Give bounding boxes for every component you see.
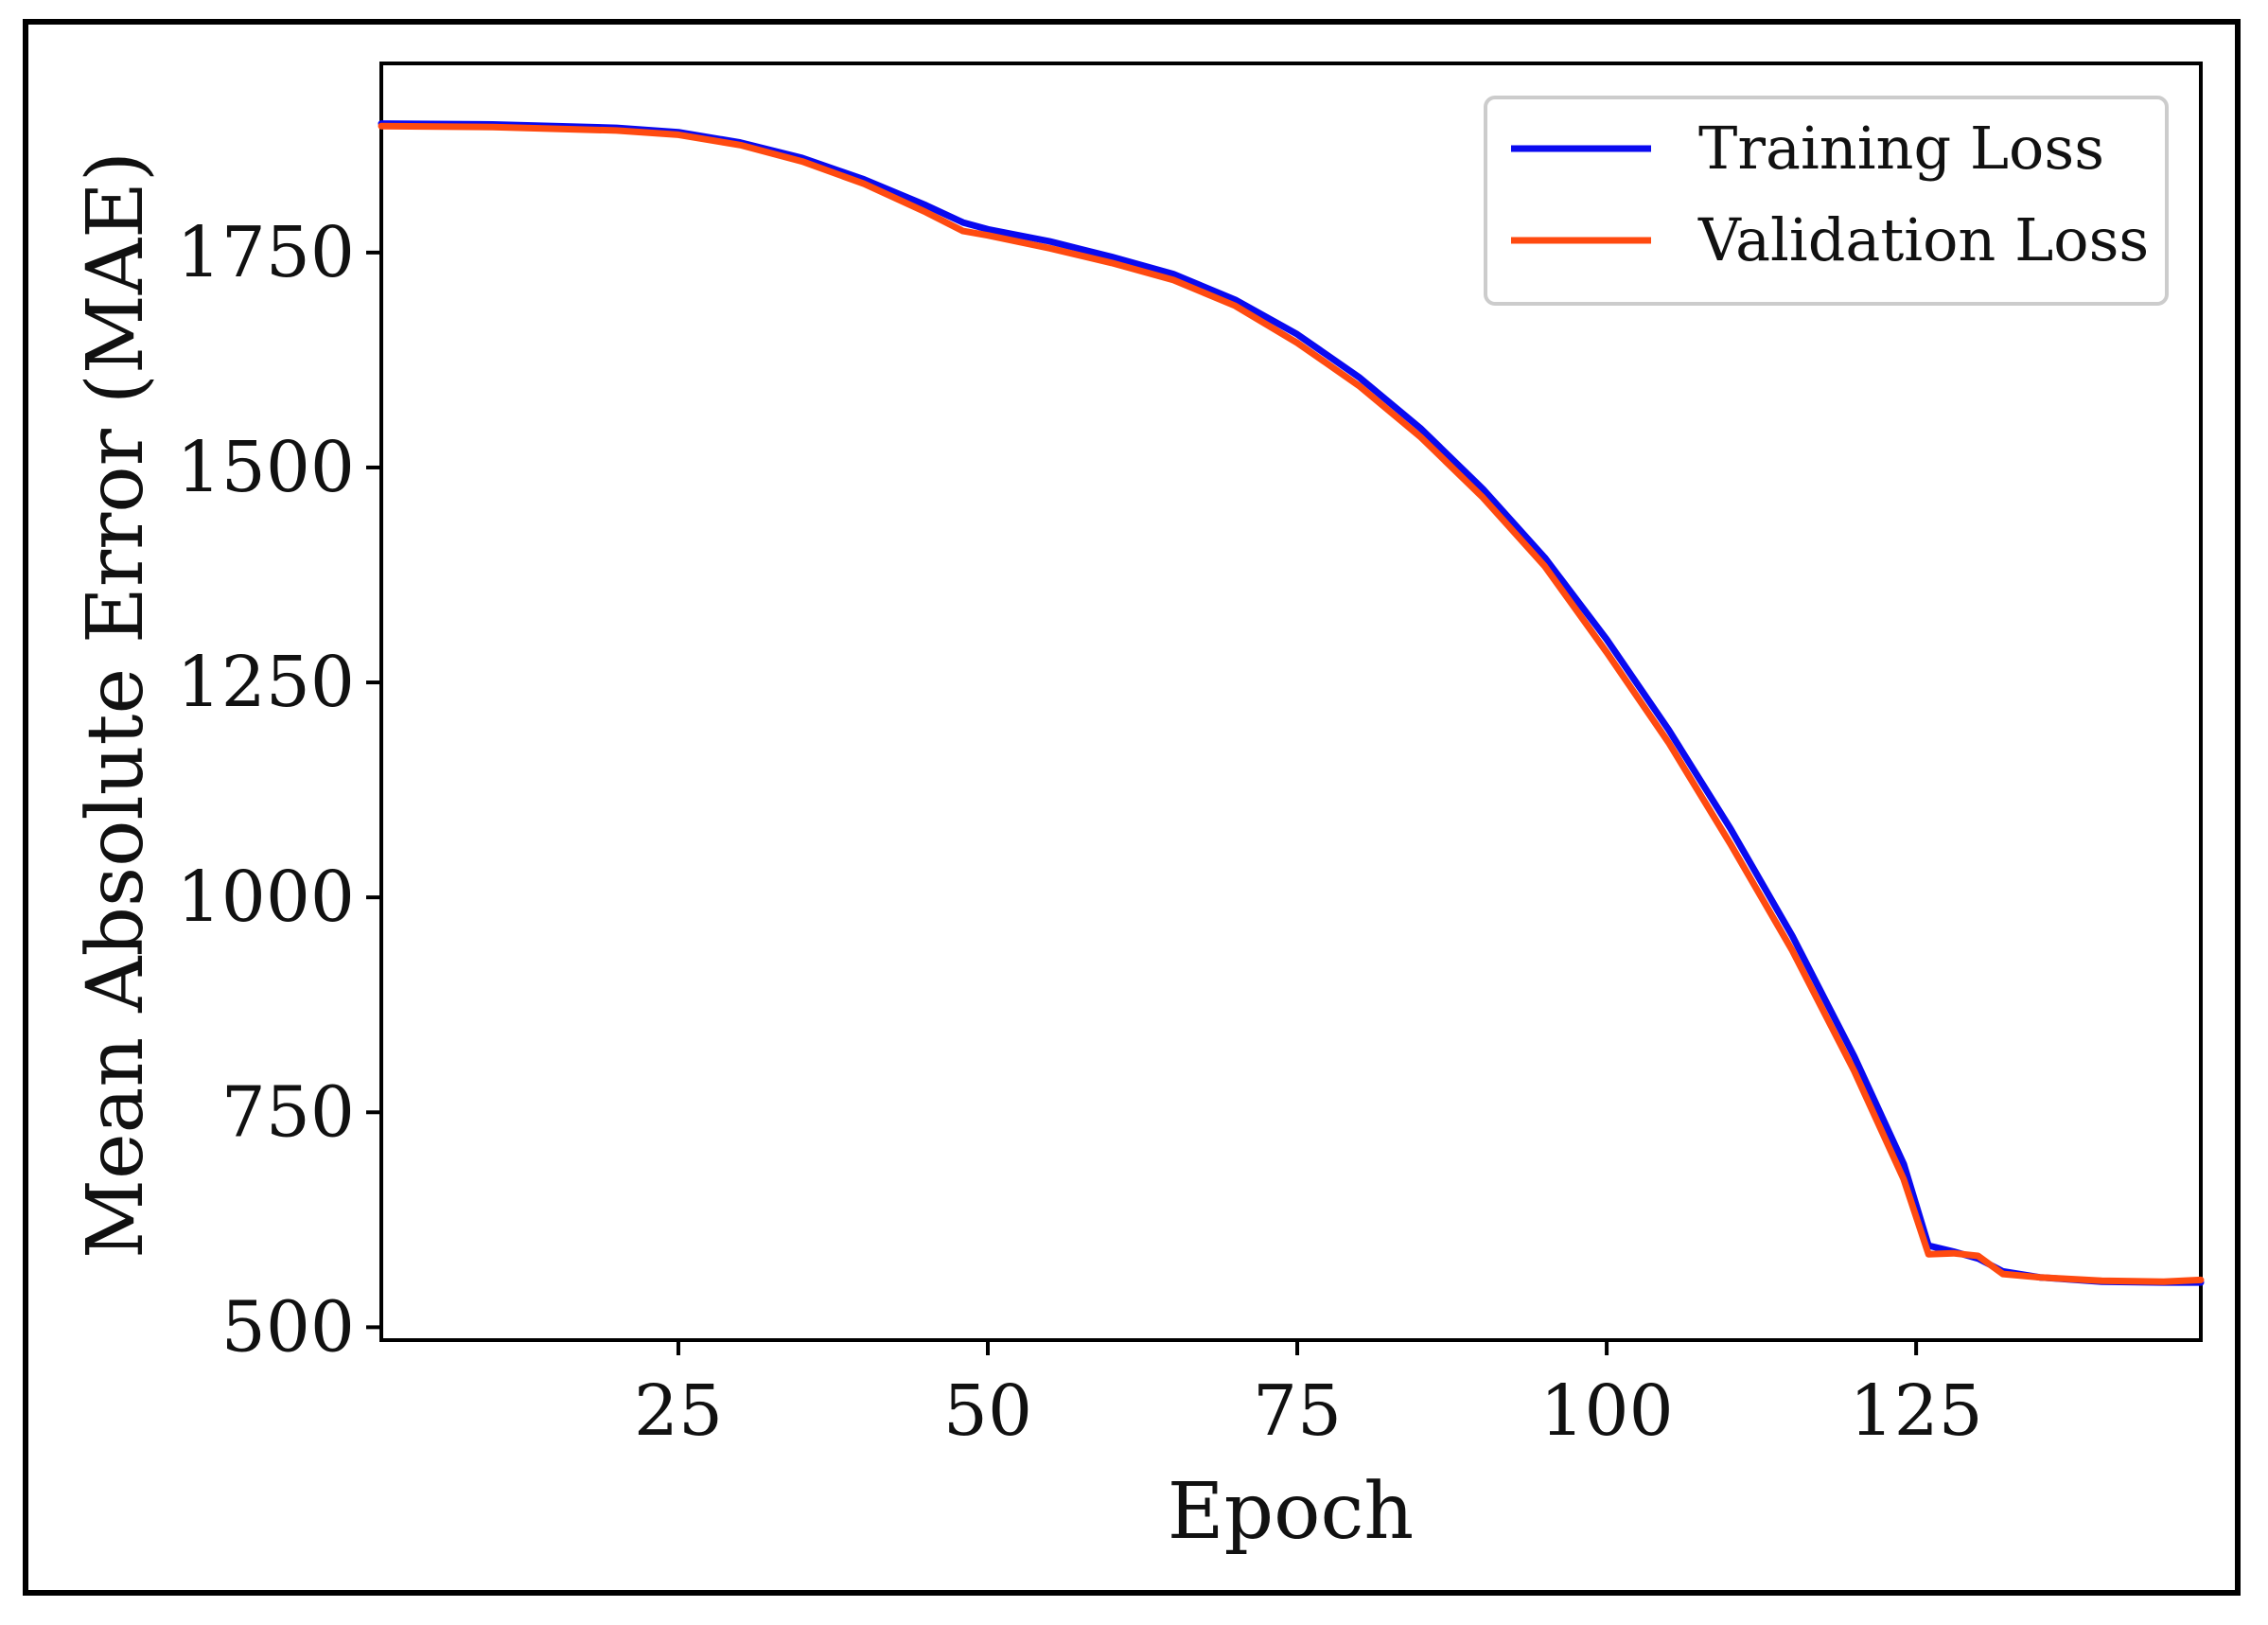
x-tick-label: 125: [1849, 1370, 1982, 1452]
x-axis-ticks: 25 50 75 100 125: [634, 1340, 1983, 1452]
y-tick-label: 1250: [177, 642, 355, 723]
series-lines: [378, 120, 2205, 1286]
y-axis-label: Mean Absolute Error (MAE): [71, 151, 161, 1259]
y-tick-label: 1000: [177, 857, 355, 938]
x-tick-label: 50: [943, 1370, 1032, 1452]
legend: Training Loss Validation Loss: [1484, 96, 2169, 306]
y-axis-ticks: 500 750 1000 1250 1500 1750: [177, 212, 381, 1368]
x-tick-label: 100: [1539, 1370, 1673, 1452]
x-tick-label: 25: [634, 1370, 723, 1452]
y-tick-label: 500: [221, 1286, 355, 1368]
x-tick-label: 75: [1253, 1370, 1342, 1452]
legend-label-validation-loss: Validation Loss: [1697, 205, 2149, 274]
y-tick-label: 750: [221, 1071, 355, 1153]
x-axis-label: Epoch: [1168, 1467, 1414, 1557]
legend-label-training-loss: Training Loss: [1698, 114, 2104, 183]
y-tick-label: 1750: [177, 212, 355, 293]
y-tick-label: 1500: [177, 427, 355, 508]
series-line-validation-loss: [378, 122, 2205, 1285]
legend-box: [1484, 96, 2169, 306]
